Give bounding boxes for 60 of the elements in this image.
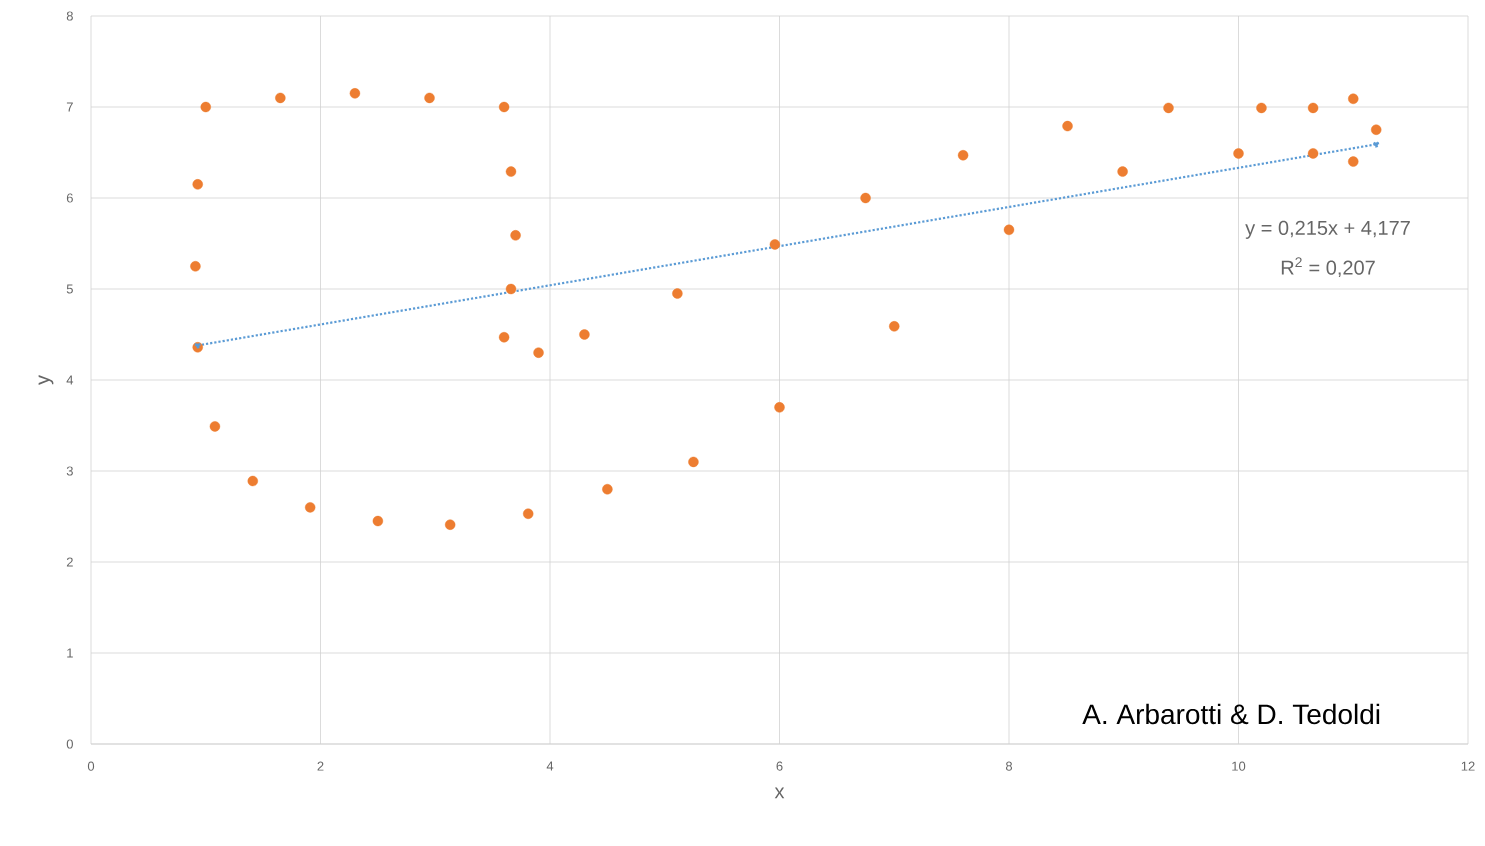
annotation: y = 0,215x + 4,177 <box>1245 220 1410 239</box>
point <box>1307 102 1319 114</box>
y-tick-label: 2 <box>66 557 73 567</box>
point <box>672 288 683 299</box>
x-tick-label: 2 <box>317 761 324 771</box>
x-tick-label: 12 <box>1461 761 1475 771</box>
point <box>860 192 871 204</box>
x-tick-label: 0 <box>87 761 95 771</box>
point <box>372 515 384 527</box>
point <box>190 261 201 272</box>
y-tick-label: 4 <box>66 375 74 385</box>
x-tick-label: 4 <box>546 761 554 771</box>
point <box>1348 156 1359 167</box>
point <box>1348 93 1359 105</box>
point <box>498 101 510 113</box>
point <box>192 179 203 190</box>
x-axis-title: x <box>774 787 785 799</box>
point <box>688 456 699 468</box>
point <box>209 421 221 432</box>
point <box>1307 148 1319 159</box>
y-tick-label: 0 <box>66 739 73 749</box>
annotation: A. Arbarotti & D. Tedoldi <box>1082 703 1380 725</box>
point <box>200 101 211 113</box>
point <box>424 92 435 104</box>
x-tick-label: 8 <box>1005 761 1013 771</box>
point <box>1256 102 1267 114</box>
x-tick-label: 6 <box>776 761 783 771</box>
point <box>1233 148 1244 159</box>
point <box>505 283 517 295</box>
point <box>579 329 590 340</box>
point <box>602 484 613 495</box>
y-tick-label: 6 <box>66 193 73 203</box>
point <box>1117 166 1128 177</box>
point <box>498 332 510 343</box>
point <box>1373 141 1380 148</box>
point <box>769 239 781 250</box>
y-axis-title: y <box>38 375 54 385</box>
point <box>304 502 316 513</box>
point <box>533 347 544 358</box>
point <box>1003 224 1015 236</box>
point <box>444 519 456 530</box>
point <box>510 230 521 241</box>
point <box>957 150 969 161</box>
y-tick-label: 7 <box>66 102 73 112</box>
point <box>1062 120 1073 132</box>
y-tick-label: 5 <box>66 284 73 294</box>
point <box>889 321 900 332</box>
point <box>505 166 517 177</box>
point <box>1371 124 1382 135</box>
y-tick-label: 1 <box>67 648 73 658</box>
point <box>523 508 534 519</box>
x-tick-label: 10 <box>1232 761 1246 771</box>
annotation: R$^{2}$ = 0,207 <box>1281 257 1375 278</box>
y-tick-label: 8 <box>66 11 73 21</box>
point <box>774 402 785 413</box>
point <box>247 475 258 487</box>
point <box>349 88 361 99</box>
y-tick-label: 3 <box>66 466 73 476</box>
point <box>1163 102 1174 114</box>
point <box>275 92 286 104</box>
